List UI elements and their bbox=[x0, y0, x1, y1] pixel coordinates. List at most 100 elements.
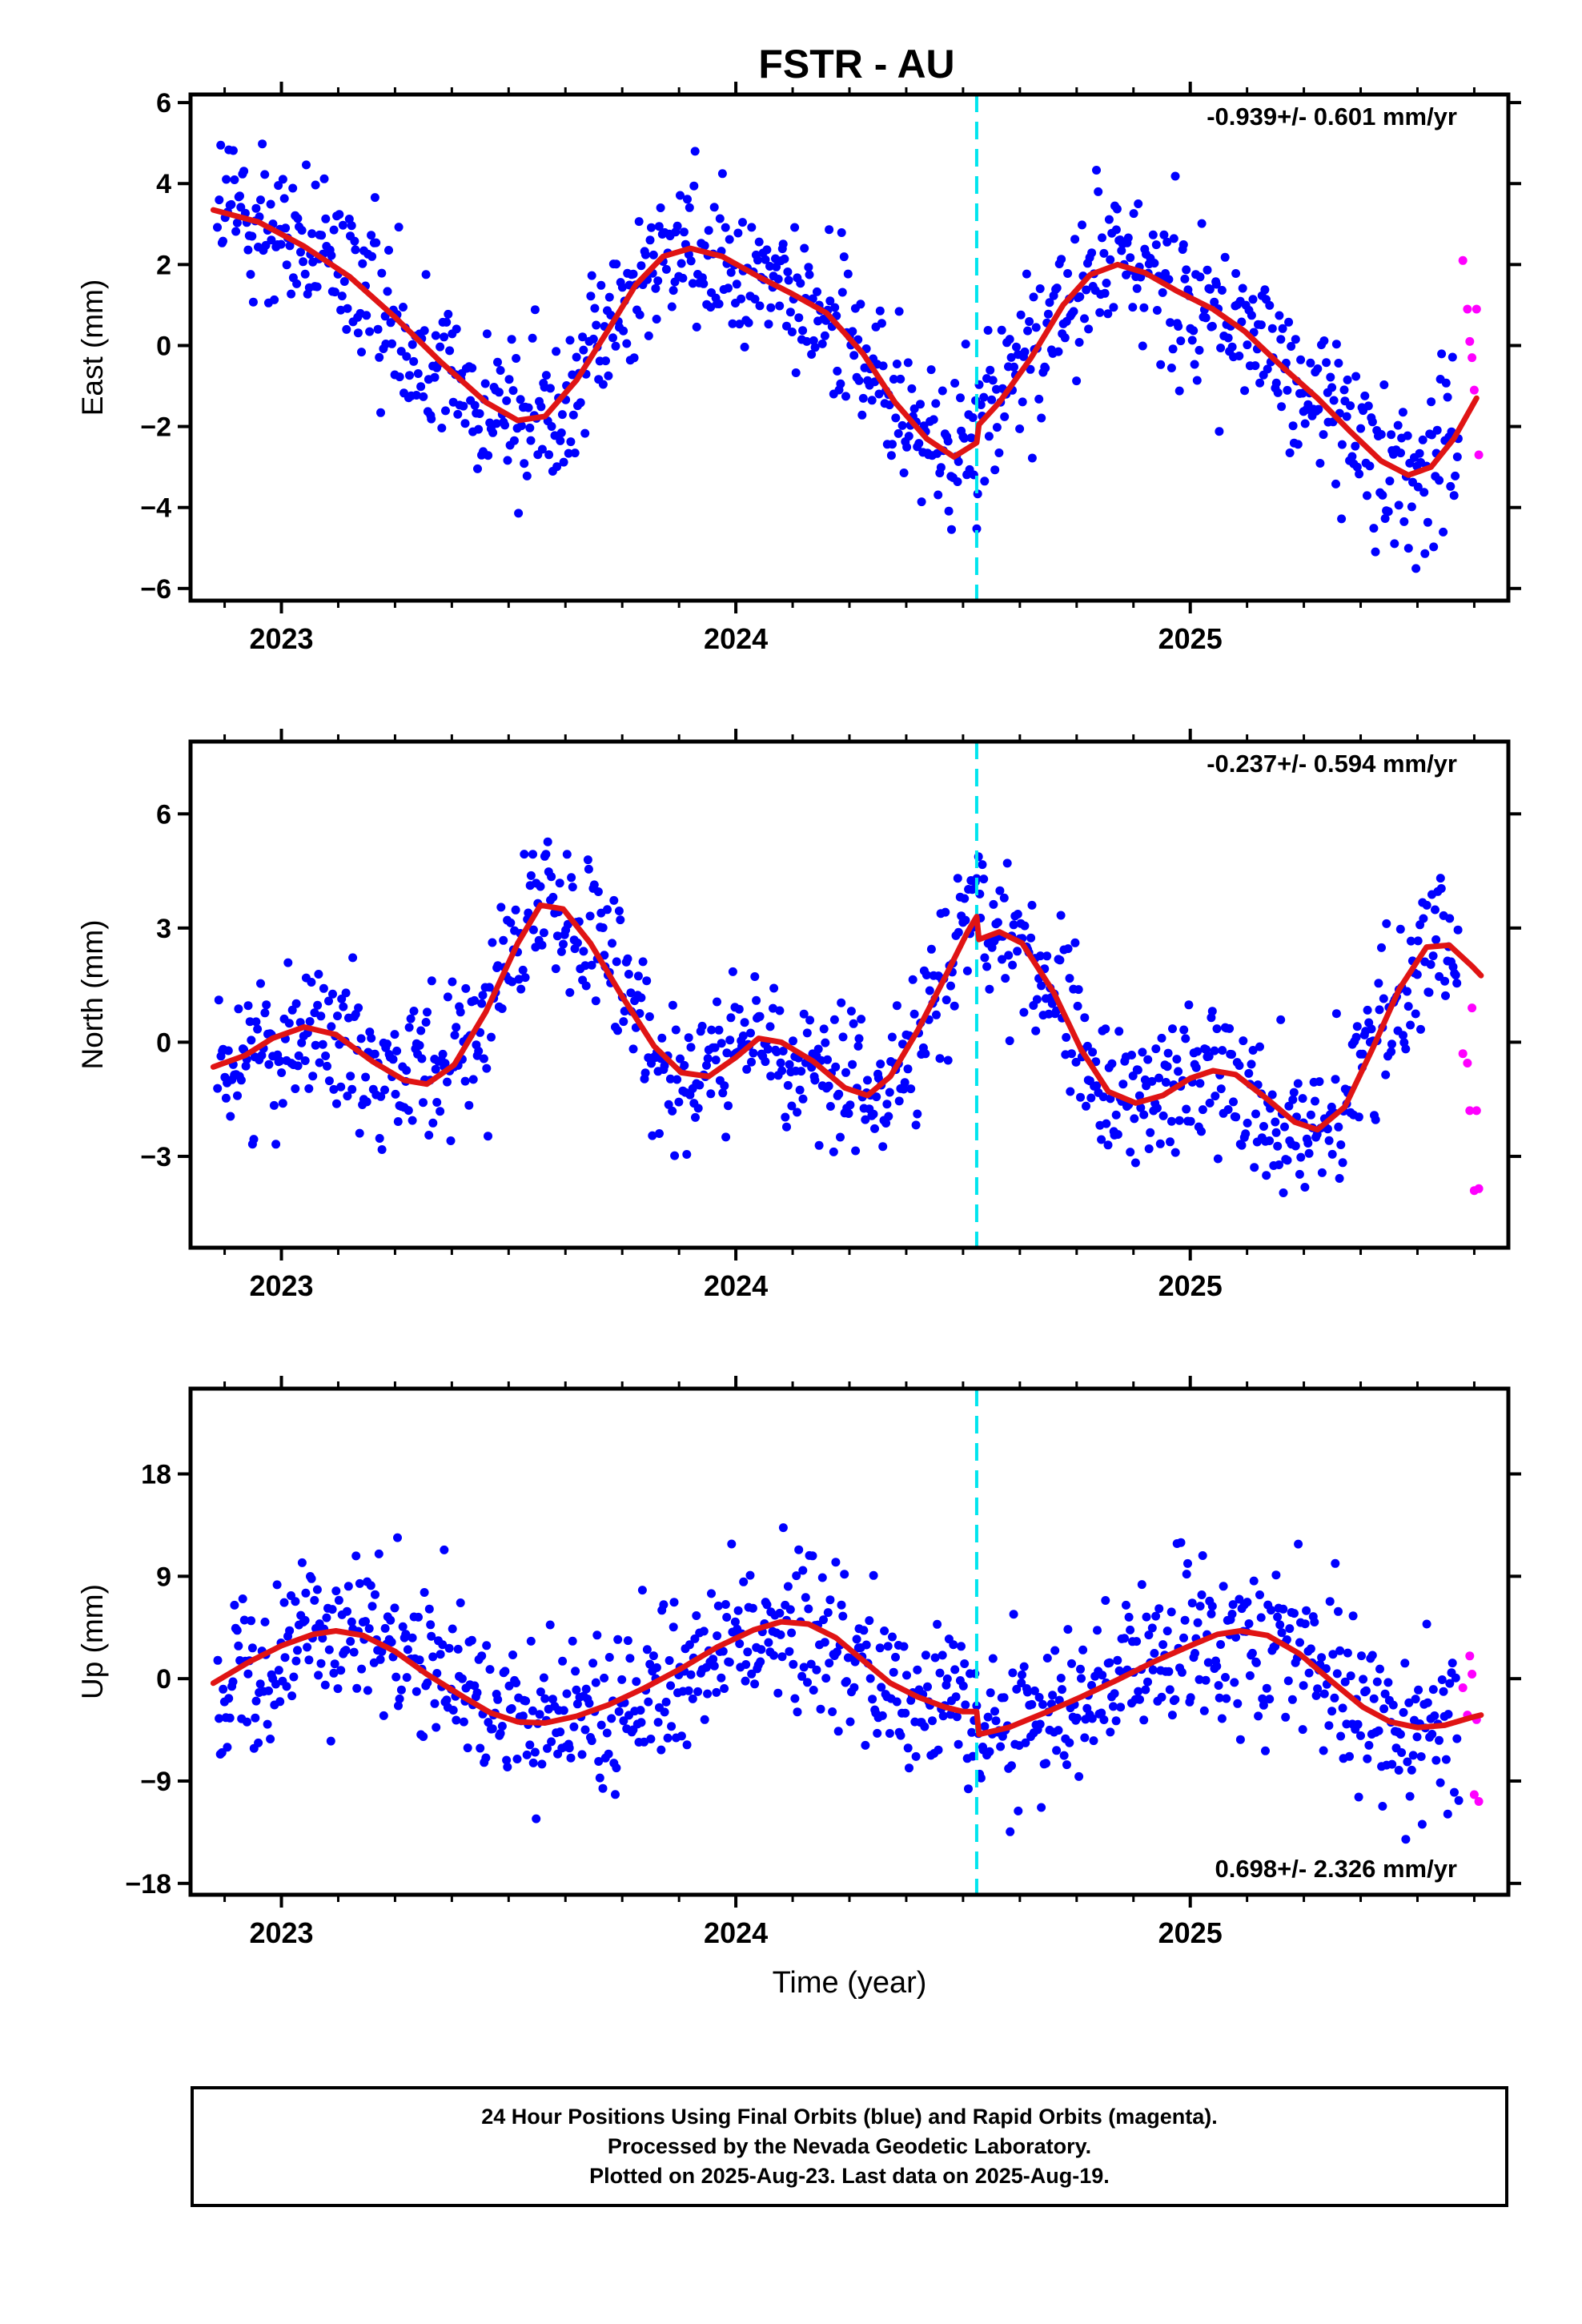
final-orbit-point bbox=[1190, 360, 1199, 369]
final-orbit-point bbox=[993, 918, 1002, 927]
final-orbit-point bbox=[1109, 1702, 1118, 1711]
final-orbit-point bbox=[1378, 490, 1387, 500]
final-orbit-point bbox=[427, 1631, 436, 1641]
final-orbit-point bbox=[1195, 345, 1204, 355]
final-orbit-point bbox=[508, 386, 518, 396]
final-orbit-point bbox=[1124, 1612, 1134, 1622]
final-orbit-point bbox=[1300, 419, 1310, 428]
final-orbit-point bbox=[1317, 1653, 1327, 1663]
final-orbit-point bbox=[825, 1595, 835, 1605]
final-orbit-point bbox=[1311, 1691, 1321, 1700]
final-orbit-point bbox=[693, 1687, 703, 1696]
final-orbit-point bbox=[1351, 441, 1360, 451]
final-orbit-point bbox=[722, 1613, 732, 1622]
final-orbit-point bbox=[1443, 392, 1452, 402]
final-orbit-point bbox=[640, 250, 650, 259]
final-orbit-point bbox=[1315, 1077, 1324, 1087]
final-orbit-point bbox=[272, 1580, 282, 1590]
final-orbit-point bbox=[1037, 1803, 1046, 1812]
final-orbit-point bbox=[617, 283, 627, 292]
final-orbit-point bbox=[572, 1685, 581, 1695]
final-orbit-point bbox=[916, 400, 925, 409]
x-tick-label: 2023 bbox=[249, 1269, 313, 1302]
final-orbit-point bbox=[968, 413, 978, 422]
final-orbit-point bbox=[464, 1100, 474, 1110]
final-orbit-point bbox=[1144, 1144, 1154, 1153]
final-orbit-point bbox=[1041, 364, 1050, 373]
final-orbit-point bbox=[1288, 1095, 1298, 1104]
final-orbit-point bbox=[516, 395, 525, 404]
final-orbit-point bbox=[765, 262, 774, 271]
final-orbit-point bbox=[1287, 342, 1296, 351]
final-orbit-point bbox=[408, 1116, 417, 1125]
final-orbit-point bbox=[341, 988, 351, 998]
final-orbit-point bbox=[926, 365, 936, 375]
final-orbit-point bbox=[1334, 1122, 1343, 1132]
final-orbit-point bbox=[311, 1040, 320, 1050]
final-orbit-point bbox=[339, 1002, 348, 1011]
final-orbit-point bbox=[777, 1066, 787, 1076]
final-orbit-point bbox=[1212, 1662, 1222, 1671]
final-orbit-point bbox=[1088, 1047, 1098, 1057]
final-orbit-point bbox=[790, 223, 800, 232]
final-orbit-point bbox=[909, 1009, 919, 1019]
final-orbit-point bbox=[1329, 396, 1339, 405]
final-orbit-point bbox=[950, 379, 960, 388]
final-orbit-point bbox=[654, 222, 664, 231]
final-orbit-point bbox=[611, 1790, 620, 1799]
final-orbit-point bbox=[1411, 564, 1421, 573]
final-orbit-point bbox=[1404, 1698, 1414, 1707]
final-orbit-point bbox=[967, 1727, 977, 1737]
final-orbit-point bbox=[1054, 1726, 1063, 1735]
final-orbit-point bbox=[367, 1602, 377, 1611]
final-orbit-point bbox=[883, 1642, 893, 1651]
final-orbit-point bbox=[869, 1109, 878, 1119]
final-orbit-point bbox=[799, 1663, 809, 1672]
final-orbit-point bbox=[441, 406, 450, 416]
x-tick-label: 2024 bbox=[704, 622, 768, 655]
final-orbit-point bbox=[213, 1084, 223, 1093]
final-orbit-point bbox=[1215, 1693, 1224, 1703]
final-orbit-point bbox=[676, 191, 685, 200]
final-orbit-point bbox=[1372, 1677, 1382, 1687]
final-orbit-point bbox=[724, 1101, 733, 1111]
final-orbit-point bbox=[837, 1600, 846, 1610]
final-orbit-point bbox=[291, 1597, 300, 1606]
final-orbit-point bbox=[741, 1660, 751, 1669]
final-orbit-point bbox=[636, 261, 646, 271]
final-orbit-point bbox=[933, 1619, 942, 1629]
final-orbit-point bbox=[512, 354, 521, 363]
final-orbit-point bbox=[636, 993, 646, 1003]
final-orbit-point bbox=[488, 938, 497, 947]
final-orbit-point bbox=[355, 1578, 364, 1588]
final-orbit-point bbox=[925, 986, 934, 995]
final-orbit-point bbox=[655, 1129, 664, 1138]
final-orbit-point bbox=[1019, 1007, 1029, 1017]
final-orbit-point bbox=[481, 1753, 491, 1763]
final-orbit-point bbox=[588, 334, 598, 344]
final-orbit-point bbox=[1231, 1112, 1241, 1122]
final-orbit-point bbox=[482, 329, 492, 339]
final-orbit-point bbox=[906, 1084, 916, 1094]
final-orbit-point bbox=[667, 302, 677, 312]
final-orbit-point bbox=[943, 436, 953, 446]
final-orbit-point bbox=[1009, 1610, 1018, 1619]
final-orbit-point bbox=[844, 1109, 853, 1118]
final-orbit-point bbox=[547, 872, 556, 882]
final-orbit-point bbox=[1144, 1630, 1154, 1640]
final-orbit-point bbox=[590, 304, 600, 313]
final-orbit-point bbox=[757, 1645, 766, 1655]
final-orbit-point bbox=[1387, 430, 1396, 440]
final-orbit-point bbox=[619, 326, 628, 336]
final-orbit-point bbox=[316, 1659, 326, 1668]
final-orbit-point bbox=[318, 1039, 327, 1049]
final-orbit-point bbox=[230, 175, 239, 184]
final-orbit-point bbox=[275, 1697, 285, 1707]
footer-box: 24 Hour Positions Using Final Orbits (bl… bbox=[191, 2086, 1508, 2207]
final-orbit-point bbox=[676, 1054, 685, 1063]
final-orbit-point bbox=[507, 1704, 516, 1713]
final-orbit-point bbox=[371, 238, 381, 247]
final-orbit-point bbox=[721, 1132, 731, 1142]
final-orbit-point bbox=[558, 1656, 568, 1666]
final-orbit-point bbox=[1063, 944, 1073, 954]
